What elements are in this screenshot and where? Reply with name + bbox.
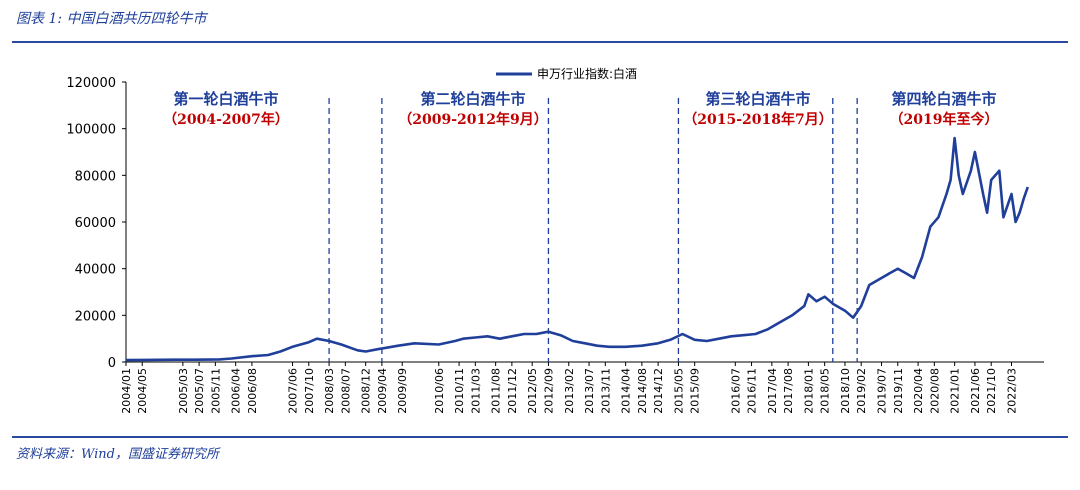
x-tick-label: 2005/03 bbox=[177, 368, 190, 414]
x-tick-label: 2012/05 bbox=[526, 368, 539, 414]
x-tick-label: 2019/07 bbox=[876, 368, 889, 414]
x-tick-label: 2004/01 bbox=[120, 368, 133, 414]
x-tick-label: 2014/12 bbox=[652, 368, 665, 414]
series-line bbox=[125, 136, 1030, 362]
top-rule bbox=[12, 41, 1068, 43]
x-tick-label: 2011/08 bbox=[490, 368, 503, 414]
era-range: （2019年至今） bbox=[890, 111, 999, 128]
x-tick-label: 2008/03 bbox=[323, 368, 336, 414]
x-tick-label: 2005/07 bbox=[193, 368, 206, 414]
x-tick-label: 2021/06 bbox=[969, 368, 982, 414]
y-tick-label: 120000 bbox=[66, 76, 116, 91]
x-tick-label: 2015/05 bbox=[672, 368, 685, 414]
x-tick-label: 2018/10 bbox=[839, 368, 852, 414]
x-tick-label: 2017/08 bbox=[782, 368, 795, 414]
x-tick-label: 2014/04 bbox=[620, 368, 633, 414]
x-tick-label: 2016/11 bbox=[746, 368, 759, 414]
x-tick-label: 2011/12 bbox=[506, 368, 519, 414]
x-tick-label: 2022/03 bbox=[1006, 368, 1019, 414]
x-tick-label: 2019/11 bbox=[892, 368, 905, 414]
y-tick-label: 80000 bbox=[75, 169, 116, 184]
x-tick-label: 2008/12 bbox=[360, 368, 373, 414]
plot-area bbox=[125, 136, 1030, 362]
x-tick-label: 2009/09 bbox=[396, 368, 409, 414]
x-tick-label: 2016/07 bbox=[729, 368, 742, 414]
bull-market-markers: 第一轮白酒牛市 （2004-2007年） 第二轮白酒牛市 （2009-2012年9月）… bbox=[163, 90, 998, 362]
x-tick-label: 2006/04 bbox=[230, 368, 243, 414]
era-range: （2004-2007年） bbox=[163, 111, 289, 128]
era-range: （2015-2018年7月） bbox=[683, 111, 832, 128]
y-tick-label: 60000 bbox=[75, 216, 116, 231]
x-tick-label: 2013/02 bbox=[563, 368, 576, 414]
chart-axes: 0 20000 40000 60000 80000 100000 120000 2004/01… bbox=[66, 76, 1044, 414]
x-tick-label: 2021/01 bbox=[949, 368, 962, 414]
x-tick-label: 2007/10 bbox=[303, 368, 316, 414]
x-tick-label: 2015/09 bbox=[689, 368, 702, 414]
figure-title: 图表 1: 中国白酒共历四轮牛市 bbox=[16, 11, 207, 27]
era-title: 第二轮白酒牛市 bbox=[420, 90, 525, 108]
y-tick-label: 100000 bbox=[66, 123, 116, 138]
legend-label: 申万行业指数:白酒 bbox=[537, 66, 637, 81]
x-tick-label: 2018/05 bbox=[819, 368, 832, 414]
y-tick-label: 40000 bbox=[75, 263, 116, 278]
x-tick-label: 2013/11 bbox=[599, 368, 612, 414]
era-range: （2009-2012年9月） bbox=[398, 111, 547, 128]
x-tick-label: 2018/01 bbox=[802, 368, 815, 414]
x-tick-label: 2004/05 bbox=[136, 368, 149, 414]
legend: 申万行业指数:白酒 bbox=[496, 66, 637, 81]
x-tick-label: 2007/06 bbox=[287, 368, 300, 414]
x-tick-label: 2017/04 bbox=[766, 368, 779, 414]
source-note: 资料来源：Wind，国盛证券研究所 bbox=[16, 447, 219, 462]
x-tick-label: 2005/11 bbox=[209, 368, 222, 414]
x-tick-label: 2012/09 bbox=[542, 368, 555, 414]
x-tick-label: 2014/08 bbox=[636, 368, 649, 414]
x-tick-label: 2011/03 bbox=[469, 368, 482, 414]
era-title: 第一轮白酒牛市 bbox=[173, 90, 278, 108]
x-tick-label: 2021/10 bbox=[985, 368, 998, 414]
x-tick-label: 2019/02 bbox=[855, 368, 868, 414]
x-tick-label: 2010/06 bbox=[433, 368, 446, 414]
x-tick-label: 2013/07 bbox=[583, 368, 596, 414]
x-tick-label: 2008/07 bbox=[339, 368, 352, 414]
era-title: 第四轮白酒牛市 bbox=[891, 90, 996, 108]
era-title: 第三轮白酒牛市 bbox=[705, 90, 810, 108]
x-tick-label: 2020/04 bbox=[912, 368, 925, 414]
y-tick-label: 20000 bbox=[75, 309, 116, 324]
bottom-rule bbox=[12, 436, 1068, 438]
x-tick-label: 2020/08 bbox=[928, 368, 941, 414]
x-tick-label: 2010/11 bbox=[453, 368, 466, 414]
y-tick-label: 0 bbox=[108, 356, 116, 371]
x-tick-label: 2006/08 bbox=[246, 368, 259, 414]
chart: 0 20000 40000 60000 80000 100000 120000 2004/01… bbox=[66, 66, 1044, 414]
x-tick-label: 2009/04 bbox=[376, 368, 389, 414]
